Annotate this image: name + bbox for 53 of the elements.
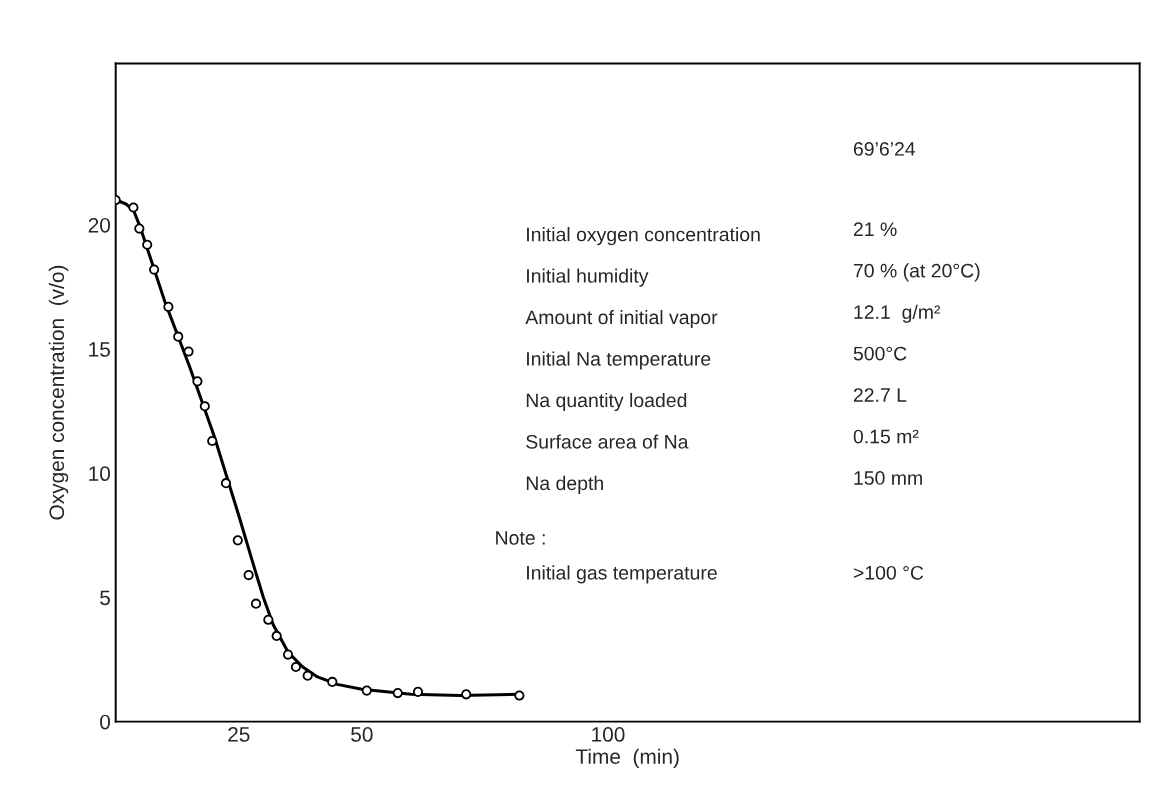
point [361,685,372,696]
annotation: 500°C [853,346,907,361]
annotation: Initial oxygen concentration [527,227,760,246]
y-tick-label: 0 [100,714,111,730]
point [514,690,525,701]
annotation: 70 % (at 20°C) [853,263,980,282]
annotation: Note : [496,531,545,545]
point [173,331,184,342]
annotation: Initial humidity [527,268,649,287]
point [220,478,232,489]
point [282,649,294,660]
point [412,686,424,697]
point [392,687,403,699]
y-tick-label: 20 [88,217,111,233]
annotation: 12.1 g/m² [854,304,941,323]
point [243,570,254,581]
point [192,376,203,387]
point [199,401,210,412]
point [232,535,243,546]
annotation: Na quantity loaded [526,392,687,412]
y-tick-label: 5 [100,590,110,606]
point [271,630,282,642]
y-axis-title: Oxygen concentration (v/o) [48,265,69,520]
annotation: Surface area of Na [526,434,689,449]
point [290,661,301,673]
annotation: >100 °C [853,565,924,580]
annotation: Na depth [526,475,603,494]
point [183,346,194,357]
point [263,614,274,625]
x-tick-label: 50 [351,727,373,742]
x-tick-label: 25 [228,727,250,742]
annotation: 22.7 L [853,388,907,402]
point [134,223,145,234]
point [302,670,313,681]
annotation: 69’6’24 [853,142,916,156]
annotation: 150 mm [854,471,922,485]
point [142,239,153,250]
x-axis-title: Time (min) [575,748,679,769]
y-tick-label: 15 [89,342,110,357]
annotation: Initial gas temperature [527,565,717,584]
point [327,676,338,687]
annotation: 21 % [853,222,897,236]
y-tick-label: 10 [89,466,111,482]
point [128,202,139,213]
point [207,435,218,447]
annotation: Initial Na temperature [527,351,711,370]
annotation: Amount of initial vapor [525,309,718,329]
point [149,264,160,275]
point [163,301,174,312]
point [461,689,472,700]
point [250,598,262,609]
x-tick-label: 100 [592,727,625,742]
annotation: 0.15 m² [853,429,919,444]
